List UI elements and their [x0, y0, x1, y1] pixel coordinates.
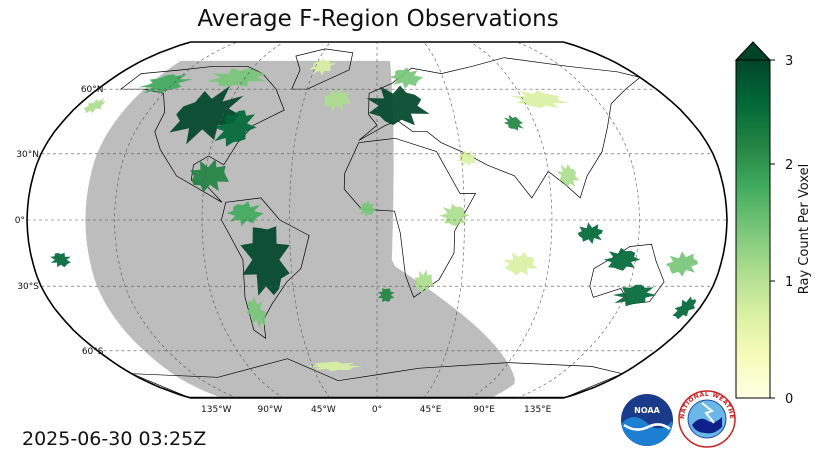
coastline-greenland: [291, 48, 354, 90]
latitude-label: 60°S: [82, 347, 104, 357]
observation-region-greenland: [309, 58, 336, 76]
observation-region-alaska-yukon: [138, 73, 193, 94]
observation-region-north-atlantic: [323, 87, 351, 112]
nws-logo: NATIONAL WEATHER SERVICE: [678, 389, 736, 448]
noaa-logo-text: NOAA: [634, 406, 660, 415]
observation-region-south-america: [240, 226, 290, 296]
observation-region-pacific-sw: [665, 251, 698, 277]
observation-density-layer: [50, 58, 698, 372]
colorbar-tick-label: 3: [785, 54, 793, 69]
observation-region-australia-south: [612, 284, 657, 307]
longitude-label: 135°W: [201, 405, 232, 415]
observation-region-south-africa: [414, 269, 434, 294]
meridian-line: [114, 42, 238, 398]
timestamp: 2025-06-30 03:25Z: [22, 428, 207, 450]
observation-region-middle-east: [457, 150, 478, 167]
longitude-label: 90°E: [473, 405, 495, 415]
observation-region-europe: [366, 85, 430, 126]
latitude-labels: 60°N 30°N 0° 30°S 60°S: [15, 85, 104, 357]
observation-region-southeast-asia: [556, 164, 580, 187]
observation-region-canada-arctic: [206, 67, 267, 87]
latitude-label: 30°S: [17, 282, 39, 292]
observation-region-north-america-east: [214, 110, 257, 147]
observation-region-new-zealand: [672, 296, 697, 320]
night-terminator-shading: [85, 60, 515, 398]
latitude-label: 0°: [15, 216, 25, 226]
longitude-label: 135°E: [524, 405, 552, 415]
longitude-label: 0°: [372, 405, 382, 415]
observation-region-central-asia: [503, 114, 524, 131]
coastline-africa: [343, 137, 477, 298]
observation-region-indian-ocean: [503, 251, 538, 276]
coastline-antarctica: [131, 358, 624, 398]
map-boundary: [26, 41, 728, 399]
longitude-label: 90°W: [257, 405, 282, 415]
observation-region-scandinavia: [389, 67, 424, 89]
coastline-australia: [589, 243, 665, 305]
meridian-line: [201, 42, 285, 398]
latitude-label: 60°N: [81, 85, 104, 95]
meridian-line: [469, 42, 553, 398]
colorbar-gradient: [735, 59, 771, 399]
colorbar-tick-label: 1: [785, 275, 793, 290]
longitude-label: 45°W: [311, 405, 336, 415]
colorbar-ticks: 0 1 2 3: [770, 54, 793, 407]
observation-region-australia-north: [603, 247, 641, 271]
meridian-line: [423, 42, 465, 398]
colorbar-label: Ray Count Per Voxel: [797, 164, 812, 294]
latitude-label: 30°N: [16, 150, 39, 160]
observation-region-indonesia: [577, 222, 603, 244]
meridian-line: [289, 42, 331, 398]
longitude-label: 45°E: [420, 405, 442, 415]
noaa-logo: NOAA: [621, 394, 673, 446]
observation-region-mexico-caribbean: [190, 158, 230, 193]
observation-region-north-pacific: [83, 98, 106, 114]
map-title: Average F-Region Observations: [197, 6, 559, 32]
observation-region-antarctic-south: [306, 361, 363, 372]
observation-region-south-atlantic: [377, 288, 395, 302]
observation-region-hawaii-pacific: [50, 252, 71, 268]
observation-region-north-america-main: [169, 85, 244, 145]
observation-region-west-africa: [358, 201, 377, 218]
colorbar-extend-arrow: [734, 41, 772, 61]
colorbar-tick-label: 0: [785, 392, 793, 407]
observation-region-south-america-north: [227, 201, 264, 227]
observation-region-patagonia: [246, 296, 267, 330]
meridian-line: [516, 42, 640, 398]
colorbar-tick-label: 2: [785, 158, 793, 173]
longitude-labels: 135°W 90°W 45°W 0° 45°E 90°E 135°E: [201, 405, 552, 415]
observation-region-east-africa: [439, 203, 470, 227]
